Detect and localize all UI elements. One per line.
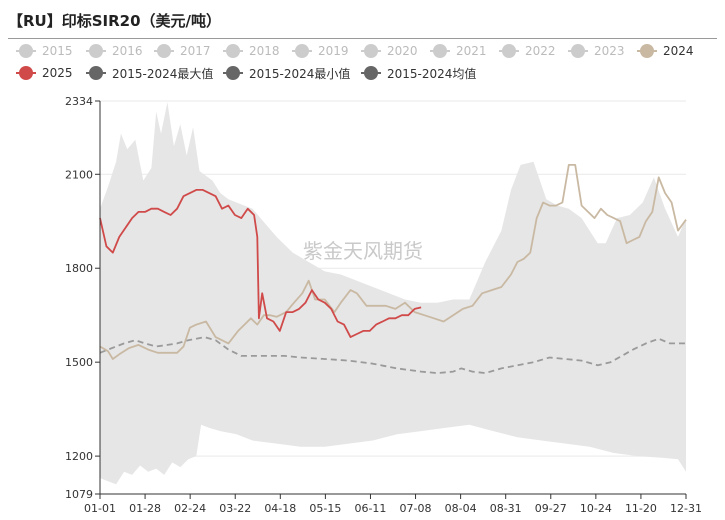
y-tick-label: 2334 xyxy=(65,95,93,108)
x-tick-label: 11-20 xyxy=(625,502,657,515)
y-tick-label: 1079 xyxy=(65,488,93,501)
y-tick-label: 2100 xyxy=(65,168,93,181)
legend-label: 2018 xyxy=(249,44,280,58)
series-line-2024 xyxy=(99,163,687,360)
y-tick-label: 1500 xyxy=(65,356,93,369)
legend-marker xyxy=(292,44,312,58)
x-tick-label: 09-27 xyxy=(535,502,567,515)
legend-label: 2015 xyxy=(42,44,73,58)
legend-marker xyxy=(86,44,106,58)
legend-item-2015-2024最小值[interactable]: 2015-2024最小值 xyxy=(223,64,350,82)
chart-series-lines xyxy=(99,163,687,375)
x-tick-label: 08-04 xyxy=(445,502,477,515)
legend-marker xyxy=(16,44,36,58)
chart-axes: 1079 1200 1500 1800 2100 2334 01-01 01-28 02-24 0… xyxy=(65,95,702,515)
series-line-2025 xyxy=(99,188,422,339)
series-line-2015-2024均值 xyxy=(99,336,686,375)
x-tick-label: 04-18 xyxy=(264,502,296,515)
legend-item-2022[interactable]: 2022 xyxy=(499,42,556,60)
x-tick-label: 01-01 xyxy=(84,502,116,515)
legend-label: 2016 xyxy=(112,44,143,58)
legend-item-2024[interactable]: 2024 xyxy=(637,42,694,60)
legend-marker xyxy=(86,66,106,80)
x-tick-label: 05-15 xyxy=(309,502,341,515)
legend-label: 2022 xyxy=(525,44,556,58)
legend-marker xyxy=(16,66,36,80)
legend-item-2021[interactable]: 2021 xyxy=(430,42,487,60)
legend-label: 2015-2024最大值 xyxy=(112,66,214,81)
legend-item-2020[interactable]: 2020 xyxy=(361,42,418,60)
legend-label: 2023 xyxy=(594,44,625,58)
y-tick-label: 1800 xyxy=(65,262,93,275)
x-tick-label: 06-11 xyxy=(354,502,386,515)
legend-label: 2015-2024最小值 xyxy=(249,66,351,81)
legend-marker xyxy=(499,44,519,58)
legend-item-2015-2024最大值[interactable]: 2015-2024最大值 xyxy=(86,64,213,82)
x-tick-label: 01-28 xyxy=(129,502,161,515)
legend-label: 2015-2024均值 xyxy=(387,66,477,81)
legend-marker xyxy=(637,44,657,58)
legend-item-2016[interactable]: 2016 xyxy=(86,42,143,60)
legend-item-2023[interactable]: 2023 xyxy=(568,42,625,60)
x-tick-label: 10-24 xyxy=(580,502,612,515)
legend-label: 2021 xyxy=(456,44,487,58)
x-tick-label: 03-22 xyxy=(219,502,251,515)
x-tick-label: 12-31 xyxy=(670,502,702,515)
legend-marker xyxy=(154,44,174,58)
legend-item-2019[interactable]: 2019 xyxy=(292,42,349,60)
x-tick-label: 02-24 xyxy=(174,502,206,515)
chart-title: 【RU】印标SIR20（美元/吨） xyxy=(8,12,222,30)
legend-label: 2019 xyxy=(318,44,349,58)
title-divider xyxy=(8,38,717,39)
legend-label: 2025 xyxy=(42,66,73,80)
y-tick-label: 1200 xyxy=(65,450,93,463)
legend-marker xyxy=(430,44,450,58)
legend-item-2025[interactable]: 2025 xyxy=(16,64,73,82)
legend-marker xyxy=(361,66,381,80)
legend-marker xyxy=(223,66,243,80)
legend-marker xyxy=(361,44,381,58)
min-max-band xyxy=(100,102,686,485)
legend-item-2017[interactable]: 2017 xyxy=(154,42,211,60)
legend-marker xyxy=(223,44,243,58)
legend-label: 2024 xyxy=(663,44,694,58)
legend-item-2015-2024均值[interactable]: 2015-2024均值 xyxy=(361,64,476,82)
legend-item-2018[interactable]: 2018 xyxy=(223,42,280,60)
x-tick-label: 07-08 xyxy=(400,502,432,515)
legend-label: 2020 xyxy=(387,44,418,58)
x-tick-label: 08-31 xyxy=(490,502,522,515)
legend-marker xyxy=(568,44,588,58)
legend-item-2015[interactable]: 2015 xyxy=(16,42,73,60)
legend-label: 2017 xyxy=(180,44,211,58)
watermark-text: 紫金天风期货 xyxy=(303,239,423,263)
